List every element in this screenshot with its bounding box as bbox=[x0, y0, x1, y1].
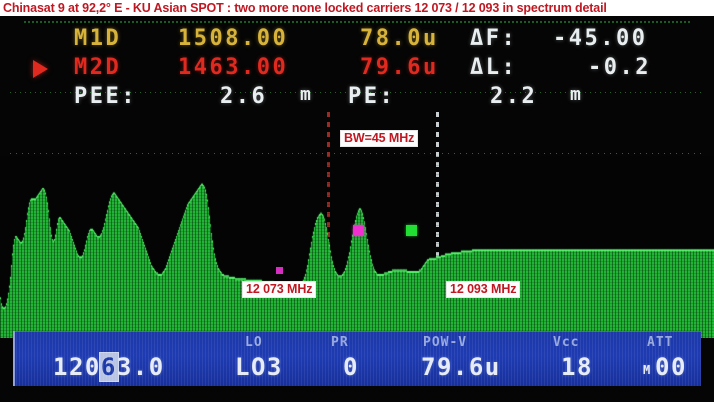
caption-bar: Chinasat 9 at 92,2° E - KU Asian SPOT : … bbox=[0, 0, 714, 16]
grid-line-middle bbox=[10, 153, 704, 154]
marker2-power: 79.6u bbox=[360, 55, 439, 80]
vcc-value[interactable]: 18 bbox=[561, 353, 593, 381]
caption-text: Chinasat 9 at 92,2° E - KU Asian SPOT : … bbox=[3, 1, 607, 15]
pee-value: 2.6 bbox=[220, 84, 268, 109]
marker1-row[interactable]: M1D 1508.00 78.0u ΔF: -45.00 bbox=[0, 26, 714, 54]
pow-value: 79.6u bbox=[421, 353, 501, 381]
carrier1-marker-square[interactable] bbox=[353, 225, 364, 236]
delta-l-label: ΔL: bbox=[470, 55, 518, 80]
delta-l-value: -0.2 bbox=[588, 55, 651, 80]
pow-header: POW-V bbox=[423, 335, 468, 350]
pe-value: 2.2 bbox=[490, 84, 538, 109]
frequency-before: 120 bbox=[53, 353, 101, 381]
pee-label: PEE: bbox=[74, 84, 137, 109]
grid-line-top bbox=[24, 21, 690, 23]
right-triangle-marker-icon bbox=[33, 60, 48, 78]
marker2-value: 1463.00 bbox=[178, 55, 289, 80]
marker1-label: M1D bbox=[74, 26, 122, 51]
pe-label: PE: bbox=[348, 84, 396, 109]
carrier2-tag: 12 093 MHz bbox=[446, 281, 521, 298]
frequency-digit-cursor[interactable]: 6 bbox=[99, 353, 118, 381]
att-prefix: M bbox=[643, 363, 652, 377]
bandwidth-tag: BW=45 MHz bbox=[340, 130, 419, 147]
pee-pe-row: PEE: 2.6 m PE: 2.2 m bbox=[0, 84, 714, 112]
delta-f-label: ΔF: bbox=[470, 26, 518, 51]
frequency-after: 3.0 bbox=[116, 353, 165, 381]
carrier1-tag: 12 073 MHz bbox=[242, 281, 317, 298]
pr-value[interactable]: 0 bbox=[343, 353, 359, 381]
pe-unit: m bbox=[570, 84, 584, 105]
pr-header: PR bbox=[331, 335, 349, 350]
carrier2-marker-square[interactable] bbox=[406, 225, 417, 236]
status-panel: LO PR POW-V Vcc ATT 12063.0 LO3 0 79.6u … bbox=[13, 331, 701, 386]
frequency-field[interactable]: 12063.0 bbox=[53, 353, 165, 381]
pee-unit: m bbox=[300, 84, 314, 105]
marker1-power: 78.0u bbox=[360, 26, 439, 51]
vcc-header: Vcc bbox=[553, 335, 580, 350]
spectrum-trace bbox=[0, 156, 714, 338]
marker2-row[interactable]: M2D 1463.00 79.6u ΔL: -0.2 bbox=[0, 55, 714, 83]
att-value[interactable]: 00 bbox=[655, 353, 687, 381]
grid-line-upper bbox=[10, 92, 704, 93]
lo-header: LO bbox=[245, 335, 263, 350]
lo-value[interactable]: LO3 bbox=[235, 353, 283, 381]
att-header: ATT bbox=[647, 335, 674, 350]
marker1-value: 1508.00 bbox=[178, 26, 289, 51]
delta-f-value: -45.00 bbox=[553, 26, 648, 51]
carrier1-marker-small bbox=[276, 267, 283, 274]
marker2-label: M2D bbox=[74, 55, 122, 80]
measurement-readout: M1D 1508.00 78.0u ΔF: -45.00 M2D 1463.00… bbox=[0, 24, 714, 110]
